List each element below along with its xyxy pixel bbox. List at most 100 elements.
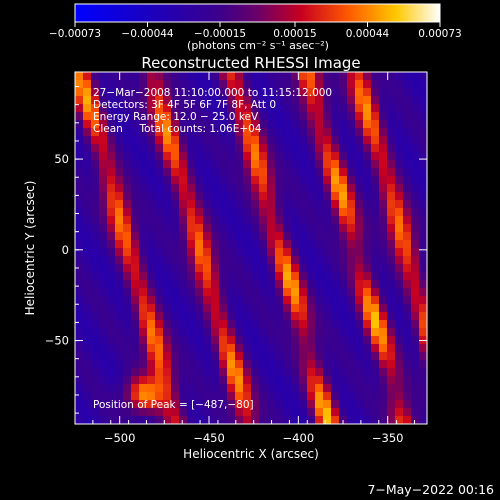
heatmap-pixel xyxy=(363,144,372,153)
heatmap-pixel xyxy=(251,152,260,161)
heatmap-pixel xyxy=(139,304,148,313)
heatmap-pixel xyxy=(331,232,340,241)
heatmap-pixel xyxy=(259,312,268,321)
heatmap-pixel xyxy=(259,352,268,361)
heatmap-pixel xyxy=(123,296,132,305)
heatmap-pixel xyxy=(227,400,236,409)
heatmap-pixel xyxy=(339,112,348,121)
heatmap-pixel xyxy=(355,208,364,217)
heatmap-pixel xyxy=(243,376,252,385)
heatmap-pixel xyxy=(179,192,188,201)
heatmap-pixel xyxy=(163,184,172,193)
heatmap-pixel xyxy=(155,112,164,121)
heatmap-pixel xyxy=(403,80,412,89)
heatmap-pixel xyxy=(243,144,252,153)
heatmap-pixel xyxy=(395,224,404,233)
heatmap-pixel xyxy=(291,88,300,97)
heatmap-pixel xyxy=(251,392,260,401)
heatmap-pixel xyxy=(267,152,276,161)
heatmap-pixel xyxy=(379,88,388,97)
heatmap-pixel xyxy=(99,240,108,249)
heatmap-pixel xyxy=(299,112,308,121)
heatmap-pixel xyxy=(267,264,276,273)
heatmap-pixel xyxy=(315,184,324,193)
heatmap-pixel xyxy=(355,328,364,337)
heatmap-pixel xyxy=(219,248,228,257)
heatmap-pixel xyxy=(147,400,156,409)
heatmap-pixel xyxy=(187,336,196,345)
heatmap-pixel xyxy=(283,96,292,105)
heatmap-pixel xyxy=(179,272,188,281)
heatmap-pixel xyxy=(243,248,252,257)
heatmap-pixel xyxy=(411,72,420,81)
heatmap-pixel xyxy=(371,88,380,97)
heatmap-pixel xyxy=(299,240,308,249)
heatmap-pixel xyxy=(387,280,396,289)
heatmap-pixel xyxy=(219,112,228,121)
heatmap-pixel xyxy=(267,200,276,209)
heatmap-pixel xyxy=(299,152,308,161)
heatmap-pixel xyxy=(387,88,396,97)
heatmap-pixel xyxy=(259,280,268,289)
heatmap-pixel xyxy=(203,152,212,161)
heatmap-pixel xyxy=(323,296,332,305)
heatmap-pixel xyxy=(243,120,252,129)
heatmap-pixel xyxy=(291,208,300,217)
heatmap-pixel xyxy=(155,376,164,385)
heatmap-pixel xyxy=(315,304,324,313)
heatmap-pixel xyxy=(147,152,156,161)
heatmap-pixel xyxy=(387,248,396,257)
heatmap-pixel xyxy=(267,88,276,97)
heatmap-pixel xyxy=(139,184,148,193)
heatmap-pixel xyxy=(411,384,420,393)
heatmap-pixel xyxy=(91,256,100,265)
heatmap-pixel xyxy=(131,184,140,193)
heatmap-pixel xyxy=(387,80,396,89)
heatmap-pixel xyxy=(323,232,332,241)
heatmap-pixel xyxy=(163,104,172,113)
heatmap-pixel xyxy=(331,312,340,321)
heatmap-pixel xyxy=(131,344,140,353)
heatmap-pixel xyxy=(227,408,236,417)
heatmap-pixel xyxy=(139,120,148,129)
y-tick-label: −50 xyxy=(45,334,69,348)
heatmap-pixel xyxy=(419,400,427,409)
heatmap-pixel xyxy=(267,360,276,369)
heatmap-pixel xyxy=(387,328,396,337)
heatmap-pixel xyxy=(283,168,292,177)
heatmap-pixel xyxy=(107,96,116,105)
annotation-clean: Clean Total counts: 1.06E+04 xyxy=(93,123,262,135)
heatmap-pixel xyxy=(91,328,100,337)
heatmap-pixel xyxy=(227,416,236,424)
heatmap-pixel xyxy=(163,408,172,417)
heatmap-pixel xyxy=(259,248,268,257)
heatmap-pixel xyxy=(227,344,236,353)
heatmap-pixel xyxy=(419,160,427,169)
heatmap-pixel xyxy=(347,408,356,417)
heatmap-pixel xyxy=(155,400,164,409)
heatmap-pixel xyxy=(99,360,108,369)
heatmap-pixel xyxy=(163,96,172,105)
heatmap-pixel xyxy=(259,120,268,129)
heatmap-pixel xyxy=(299,288,308,297)
heatmap-pixel xyxy=(307,112,316,121)
heatmap-pixel xyxy=(187,152,196,161)
heatmap-pixel xyxy=(371,256,380,265)
heatmap-pixel xyxy=(211,96,220,105)
heatmap-pixel xyxy=(83,272,92,281)
heatmap-pixel xyxy=(267,384,276,393)
heatmap-pixel xyxy=(123,360,132,369)
heatmap-pixel xyxy=(235,288,244,297)
heatmap-pixel xyxy=(347,128,356,137)
heatmap-pixel xyxy=(91,360,100,369)
heatmap-pixel xyxy=(99,184,108,193)
heatmap-pixel xyxy=(219,352,228,361)
heatmap-pixel xyxy=(363,104,372,113)
heatmap-pixel xyxy=(171,416,180,424)
heatmap-pixel xyxy=(355,128,364,137)
heatmap-pixel xyxy=(227,104,236,113)
heatmap-pixel xyxy=(75,88,84,97)
heatmap-pixel xyxy=(147,120,156,129)
heatmap-pixel xyxy=(91,352,100,361)
heatmap-pixel xyxy=(315,104,324,113)
